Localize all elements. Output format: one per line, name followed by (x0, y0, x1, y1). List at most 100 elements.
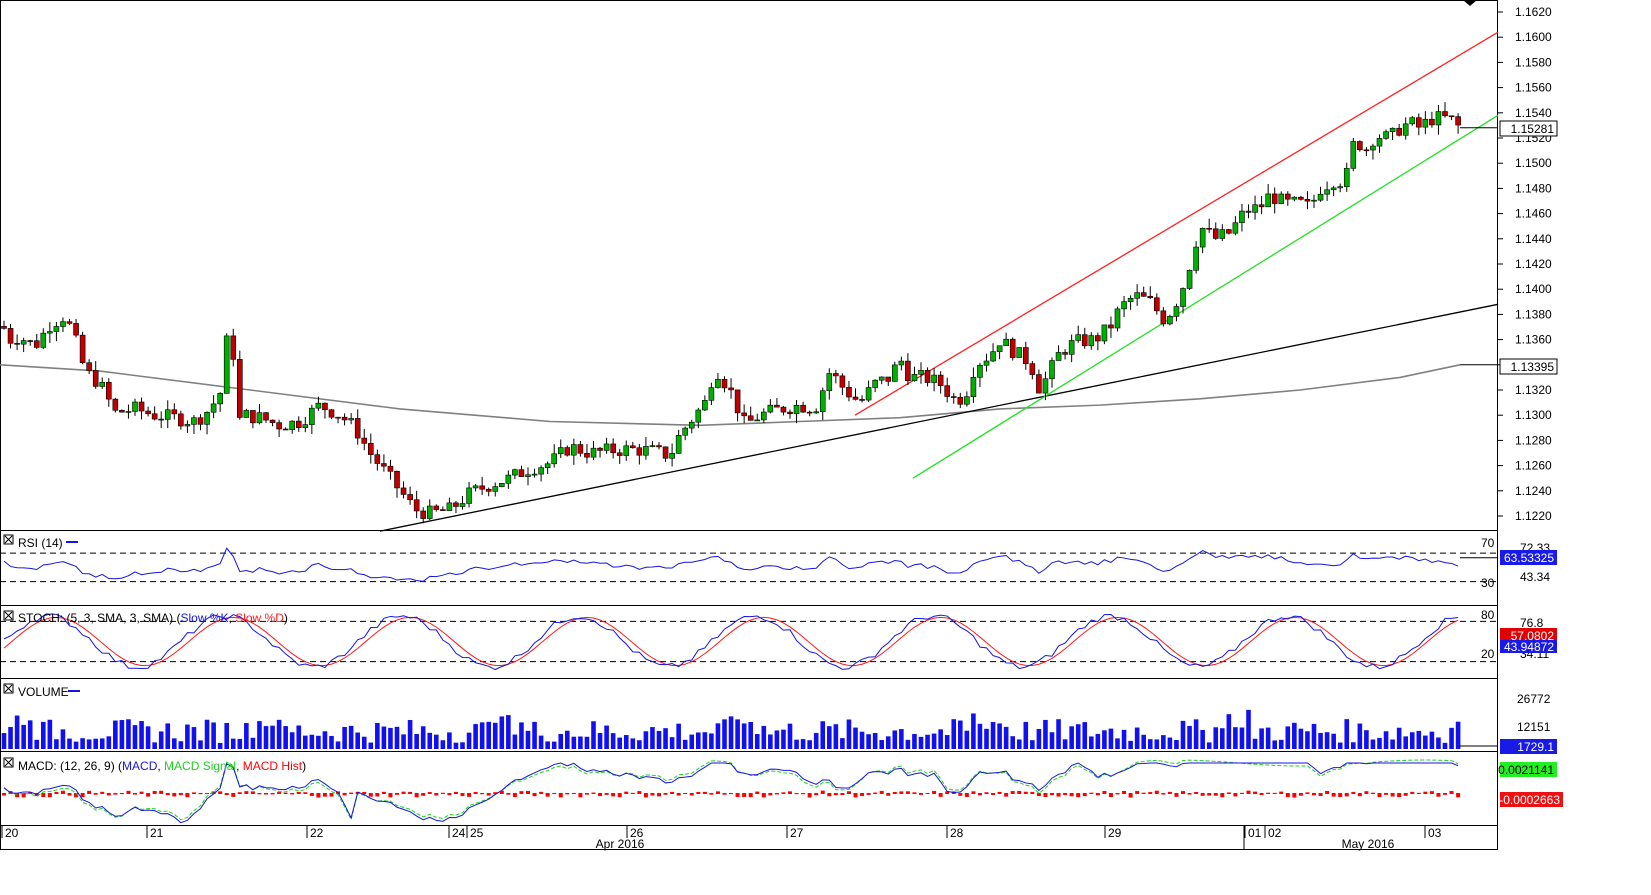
macd-hist-bar (755, 791, 760, 794)
volume-bar (14, 715, 20, 749)
macd-hist-bar (663, 793, 668, 795)
candle (590, 441, 597, 460)
candle (315, 396, 322, 411)
bull-candle-body (1389, 127, 1396, 132)
macd-hist-bar (1436, 793, 1441, 797)
candle (715, 373, 721, 389)
volume-bar (447, 732, 452, 749)
candle (433, 504, 440, 512)
candle (237, 350, 243, 420)
candle (20, 337, 27, 353)
macd-hist-bar (1397, 793, 1402, 798)
bull-candle-body (1435, 111, 1442, 126)
bear-candle-body (747, 415, 754, 421)
candle (996, 345, 1003, 360)
macd-hist-bar (447, 793, 452, 796)
bear-candle-body (112, 398, 119, 411)
macd-hist-bar (54, 791, 59, 794)
macd-hist-bar (1148, 792, 1153, 794)
candle (1383, 129, 1389, 140)
rsi-value-label: 63.53325 (1500, 550, 1557, 565)
volume-bar (440, 740, 446, 749)
bull-candle-body (990, 351, 996, 362)
volume-bar (165, 723, 171, 749)
bear-candle-body (92, 370, 99, 387)
candle (1160, 307, 1167, 327)
candle (1101, 324, 1108, 345)
candle (1016, 347, 1023, 358)
volume-title: VOLUME (18, 685, 69, 699)
bear-candle-body (79, 334, 86, 364)
bull-candle-body (315, 402, 322, 409)
macd-hist-bar (1181, 791, 1185, 794)
bear-candle-body (728, 387, 734, 391)
bear-candle-body (577, 444, 584, 454)
candle (911, 366, 918, 382)
candle (531, 468, 538, 478)
volume-bar (1167, 737, 1173, 749)
bull-candle-body (1016, 347, 1023, 358)
candle (1173, 303, 1180, 322)
bear-candle-body (1304, 199, 1311, 202)
price-axis: 1.16201.16001.15801.15601.15401.15201.15… (1497, 5, 1552, 523)
macd-hist-bar (1266, 792, 1271, 794)
price-tick-label: 1.1360 (1515, 333, 1552, 347)
macd-hist-bar (1076, 793, 1081, 798)
candle (119, 409, 125, 413)
macd-hist-bar (224, 793, 229, 796)
bear-candle-body (341, 416, 348, 421)
candle (164, 400, 171, 429)
macd-hist-bar (565, 793, 570, 795)
stoch-level-80: 80 (1481, 608, 1495, 622)
bear-candle-body (957, 397, 964, 405)
macd-hist-bar (388, 793, 393, 798)
bear-candle-body (138, 401, 145, 412)
stoch-k-value-label: 43.94872 (1500, 640, 1557, 654)
candle (197, 414, 204, 431)
candle (1081, 327, 1088, 349)
bull-candle-body (1252, 204, 1258, 213)
macd-hist-value-text: -0.0002663 (1499, 793, 1560, 807)
time-axis-frame (0, 825, 1498, 850)
volume-bar (1298, 728, 1304, 749)
macd-hist-bar (539, 791, 544, 794)
volume-value-label: 1729.1 (1500, 739, 1557, 754)
volume-bar (1089, 736, 1094, 749)
bear-candle-body (885, 376, 892, 382)
macd-hist-bar (244, 791, 249, 794)
candle (1009, 337, 1016, 361)
candle (191, 415, 197, 435)
candle (485, 487, 492, 497)
candle (1442, 102, 1448, 118)
volume-bar (1246, 709, 1251, 749)
macd-hist-bar (1390, 793, 1395, 797)
volume-bar (879, 740, 884, 749)
scroll-marker-icon[interactable] (1463, 0, 1477, 6)
day-label: 27 (790, 826, 804, 840)
volume-bar (329, 735, 334, 749)
candle (1422, 111, 1429, 135)
macd-hist-bar (552, 792, 557, 794)
bear-candle-body (197, 417, 204, 425)
volume-bar (1174, 740, 1179, 749)
macd-hist-bar (801, 793, 806, 795)
volume-bar (479, 722, 485, 749)
macd-hist-bar (1305, 792, 1310, 794)
bear-candle-body (354, 418, 361, 439)
macd-hist-bar (467, 793, 472, 797)
candle (603, 437, 610, 454)
bear-candle-body (178, 413, 184, 427)
volume-bar (951, 719, 957, 749)
bear-candle-body (479, 485, 485, 490)
candle (73, 318, 79, 338)
bull-candle-body (1337, 186, 1343, 189)
candle (1258, 195, 1265, 215)
bear-candle-body (734, 389, 741, 414)
macd-hist-bar (499, 790, 504, 794)
candle (990, 343, 996, 362)
bull-candle-body (1278, 193, 1285, 204)
bull-candle-body (551, 453, 558, 465)
bull-candle-body (1173, 306, 1180, 317)
macd-header: MACD: (12, 26, 9) (MACD, MACD Signal, MA… (3, 757, 306, 773)
macd-hist-bar (650, 793, 655, 796)
